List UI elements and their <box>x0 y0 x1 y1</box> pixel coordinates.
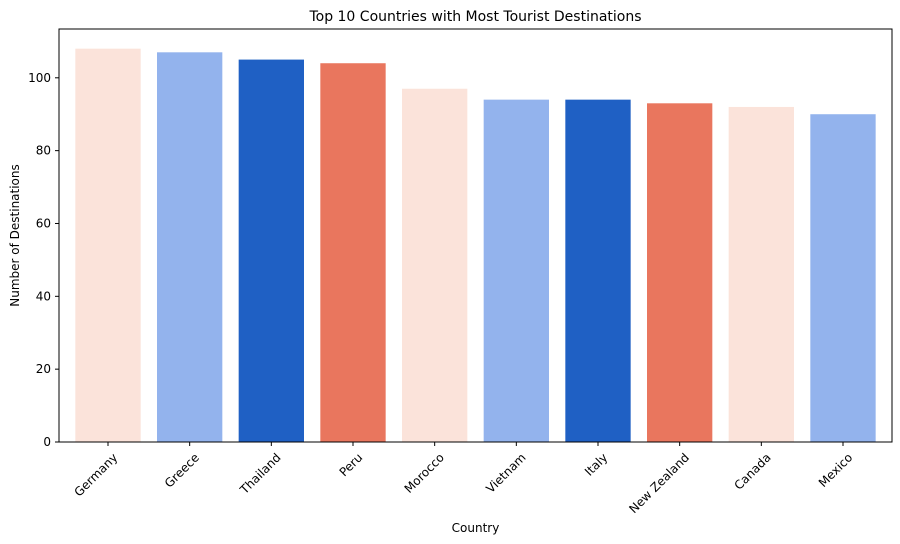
x-tick-label: Morocco <box>402 450 447 495</box>
bar-canada <box>728 106 794 442</box>
bar-peru <box>320 63 386 442</box>
y-tick-label: 20 <box>36 362 51 376</box>
y-axis: 0 20 40 60 80 100 <box>28 71 59 449</box>
bar-mexico <box>810 114 876 442</box>
bar-morocco <box>402 88 468 442</box>
bars-layer <box>75 48 876 443</box>
y-tick-label: 40 <box>36 289 51 303</box>
x-tick-label: New Zealand <box>626 450 692 516</box>
x-tick-label: Vietnam <box>483 450 528 495</box>
x-tick-label: Italy <box>582 450 610 478</box>
bar-vietnam <box>483 99 549 443</box>
x-tick-label: Mexico <box>816 450 856 490</box>
bar-thailand <box>238 59 304 443</box>
x-axis: Germany Greece Thailand Peru Morocco Vietnam I… <box>71 442 855 516</box>
x-axis-label: Country <box>452 521 500 535</box>
x-tick-label: Germany <box>71 450 120 499</box>
plot-area-frame <box>58 28 893 443</box>
x-tick-label: Canada <box>731 450 773 492</box>
bar-greece <box>157 52 223 443</box>
y-tick-label: 60 <box>36 216 51 230</box>
y-tick-label: 0 <box>43 435 51 449</box>
x-tick-label: Peru <box>337 450 366 479</box>
bar-italy <box>565 99 631 443</box>
y-tick-label: 80 <box>36 144 51 158</box>
y-axis-label: Number of Destinations <box>8 164 22 307</box>
x-tick-label: Thailand <box>237 450 284 497</box>
y-tick-label: 100 <box>28 71 51 85</box>
chart-title: Top 10 Countries with Most Tourist Desti… <box>308 9 641 25</box>
x-tick-label: Greece <box>162 450 202 490</box>
bar-new-zealand <box>647 103 713 443</box>
bar-germany <box>75 48 141 443</box>
